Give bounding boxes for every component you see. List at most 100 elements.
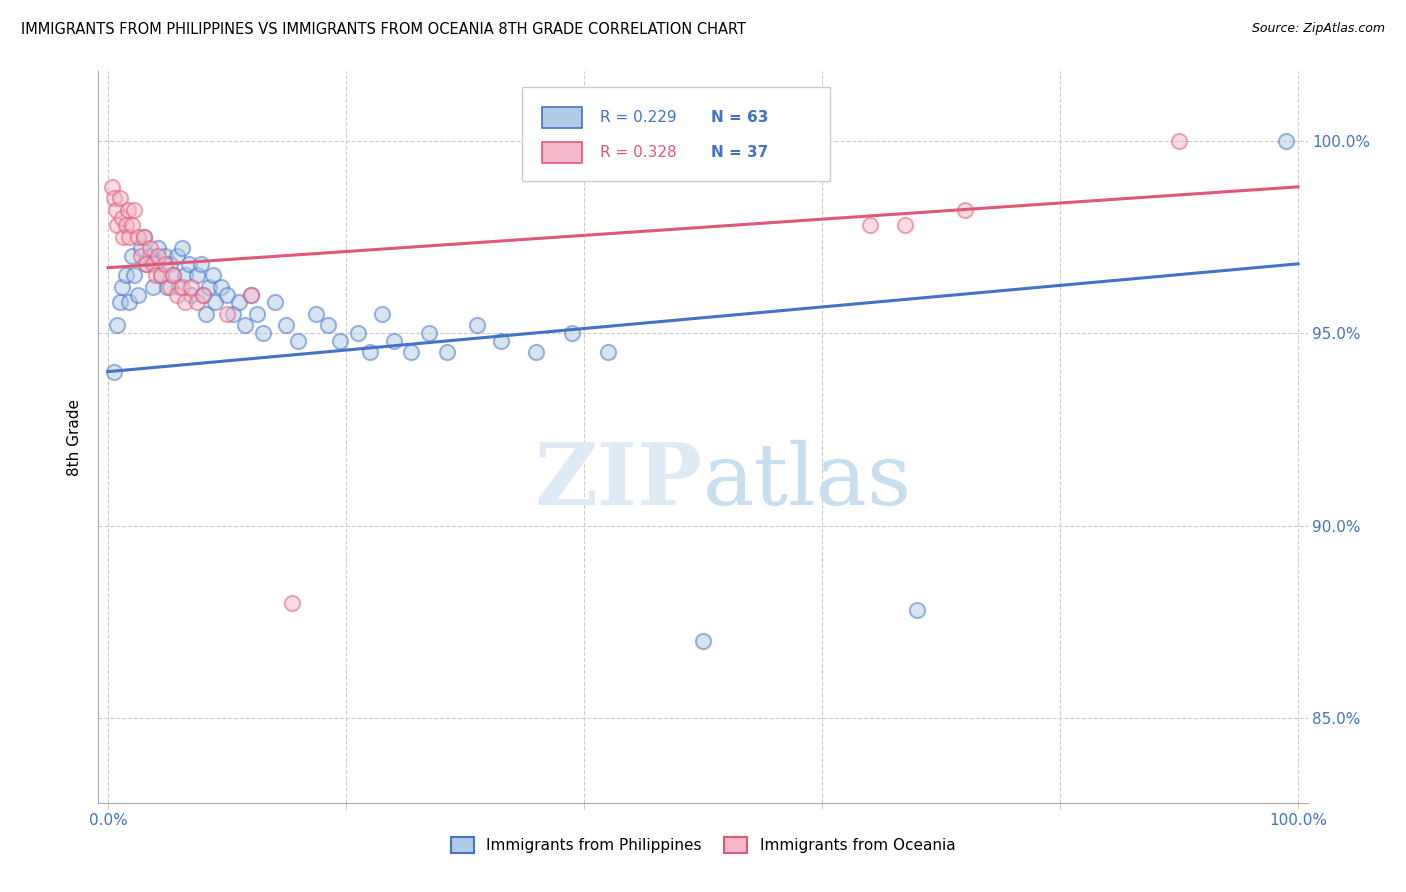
Point <box>118 295 141 310</box>
Point <box>905 603 928 617</box>
Point <box>191 287 214 301</box>
Point <box>129 249 152 263</box>
Point <box>209 280 232 294</box>
Point <box>204 295 226 310</box>
Point <box>180 287 202 301</box>
Point <box>153 249 176 263</box>
Point <box>156 280 179 294</box>
FancyBboxPatch shape <box>543 107 582 128</box>
Legend: Immigrants from Philippines, Immigrants from Oceania: Immigrants from Philippines, Immigrants … <box>444 831 962 860</box>
Text: ZIP: ZIP <box>536 439 703 523</box>
Point <box>489 334 512 348</box>
Point <box>174 268 197 283</box>
Point <box>118 230 141 244</box>
Text: N = 63: N = 63 <box>711 110 769 125</box>
Point <box>316 318 339 333</box>
Point <box>129 242 152 256</box>
Point <box>103 191 125 205</box>
Point <box>418 326 440 340</box>
Text: R = 0.229: R = 0.229 <box>600 110 676 125</box>
Point <box>561 326 583 340</box>
Point <box>135 257 157 271</box>
Point <box>859 219 882 233</box>
Point <box>382 334 405 348</box>
Point <box>1168 134 1191 148</box>
Point <box>692 634 714 648</box>
Point <box>159 257 181 271</box>
FancyBboxPatch shape <box>543 143 582 163</box>
Point <box>370 307 392 321</box>
Point <box>239 287 262 301</box>
Text: IMMIGRANTS FROM PHILIPPINES VS IMMIGRANTS FROM OCEANIA 8TH GRADE CORRELATION CHA: IMMIGRANTS FROM PHILIPPINES VS IMMIGRANT… <box>21 22 747 37</box>
FancyBboxPatch shape <box>522 87 830 181</box>
Point <box>287 334 309 348</box>
Point <box>305 307 328 321</box>
Point <box>166 287 188 301</box>
Point <box>190 257 212 271</box>
Point <box>138 249 160 263</box>
Point <box>436 345 458 359</box>
Point <box>215 287 238 301</box>
Point <box>150 268 173 283</box>
Point <box>329 334 352 348</box>
Point <box>894 219 917 233</box>
Point <box>117 202 139 217</box>
Point <box>114 219 136 233</box>
Text: Source: ZipAtlas.com: Source: ZipAtlas.com <box>1251 22 1385 36</box>
Point <box>132 230 155 244</box>
Point <box>146 242 169 256</box>
Point <box>359 345 381 359</box>
Point <box>114 268 136 283</box>
Text: R = 0.328: R = 0.328 <box>600 145 676 160</box>
Point <box>105 202 128 217</box>
Point <box>281 596 304 610</box>
Point <box>222 307 245 321</box>
Point <box>121 249 143 263</box>
Point <box>150 268 173 283</box>
Point <box>127 230 149 244</box>
Point <box>107 318 129 333</box>
Text: N = 37: N = 37 <box>711 145 769 160</box>
Point <box>111 280 134 294</box>
Y-axis label: 8th Grade: 8th Grade <box>67 399 83 475</box>
Point <box>112 230 135 244</box>
Point <box>103 365 125 379</box>
Point <box>233 318 256 333</box>
Point <box>201 268 224 283</box>
Point <box>162 268 184 283</box>
Point <box>122 202 145 217</box>
Point <box>953 202 976 217</box>
Point <box>191 287 214 301</box>
Point <box>142 257 165 271</box>
Point <box>347 326 370 340</box>
Point <box>169 280 191 294</box>
Point <box>177 257 200 271</box>
Point <box>166 249 188 263</box>
Point <box>142 280 165 294</box>
Point <box>145 268 167 283</box>
Point <box>246 307 269 321</box>
Point <box>186 268 208 283</box>
Point <box>145 257 167 271</box>
Point <box>132 230 155 244</box>
Point <box>180 280 202 294</box>
Point <box>159 280 181 294</box>
Point <box>401 345 423 359</box>
Point <box>596 345 619 359</box>
Point <box>170 280 193 294</box>
Point <box>170 242 193 256</box>
Point <box>146 249 169 263</box>
Point <box>239 287 262 301</box>
Point <box>122 268 145 283</box>
Point <box>276 318 298 333</box>
Point <box>121 219 143 233</box>
Point <box>524 345 547 359</box>
Point <box>127 287 149 301</box>
Point <box>186 295 208 310</box>
Point <box>111 211 134 225</box>
Point <box>162 268 184 283</box>
Point <box>228 295 250 310</box>
Point <box>135 257 157 271</box>
Point <box>138 242 160 256</box>
Point <box>263 295 285 310</box>
